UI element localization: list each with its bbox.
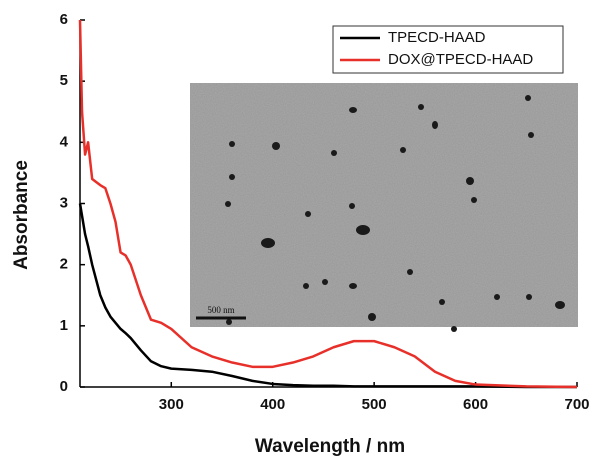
y-tick-label: 3	[60, 194, 68, 211]
y-tick-label: 0	[60, 378, 68, 395]
y-axis-label: Absorbance	[11, 160, 32, 270]
x-axis-label: Wavelength / nm	[255, 436, 405, 457]
x-tick-label: 700	[564, 396, 589, 413]
line-series	[78, 203, 577, 389]
inset-scale-label: 500 nm	[207, 305, 234, 315]
y-tick-label: 1	[60, 317, 68, 334]
y-tick-label: 2	[60, 256, 68, 273]
line-series	[78, 19, 578, 389]
y-tick-label: 6	[60, 11, 68, 28]
x-tick-label: 500	[362, 396, 387, 413]
y-tick-label: 5	[60, 72, 68, 89]
x-tick-label: 400	[260, 396, 285, 413]
legend-label: TPECD-HAAD	[388, 29, 486, 46]
legend-label: DOX@TPECD-HAAD	[388, 51, 533, 68]
x-tick-label: 300	[159, 396, 184, 413]
legend-box	[332, 25, 564, 74]
inset-image: 500 nm	[190, 83, 578, 332]
x-tick-label: 600	[463, 396, 488, 413]
y-tick-label: 4	[60, 133, 69, 150]
